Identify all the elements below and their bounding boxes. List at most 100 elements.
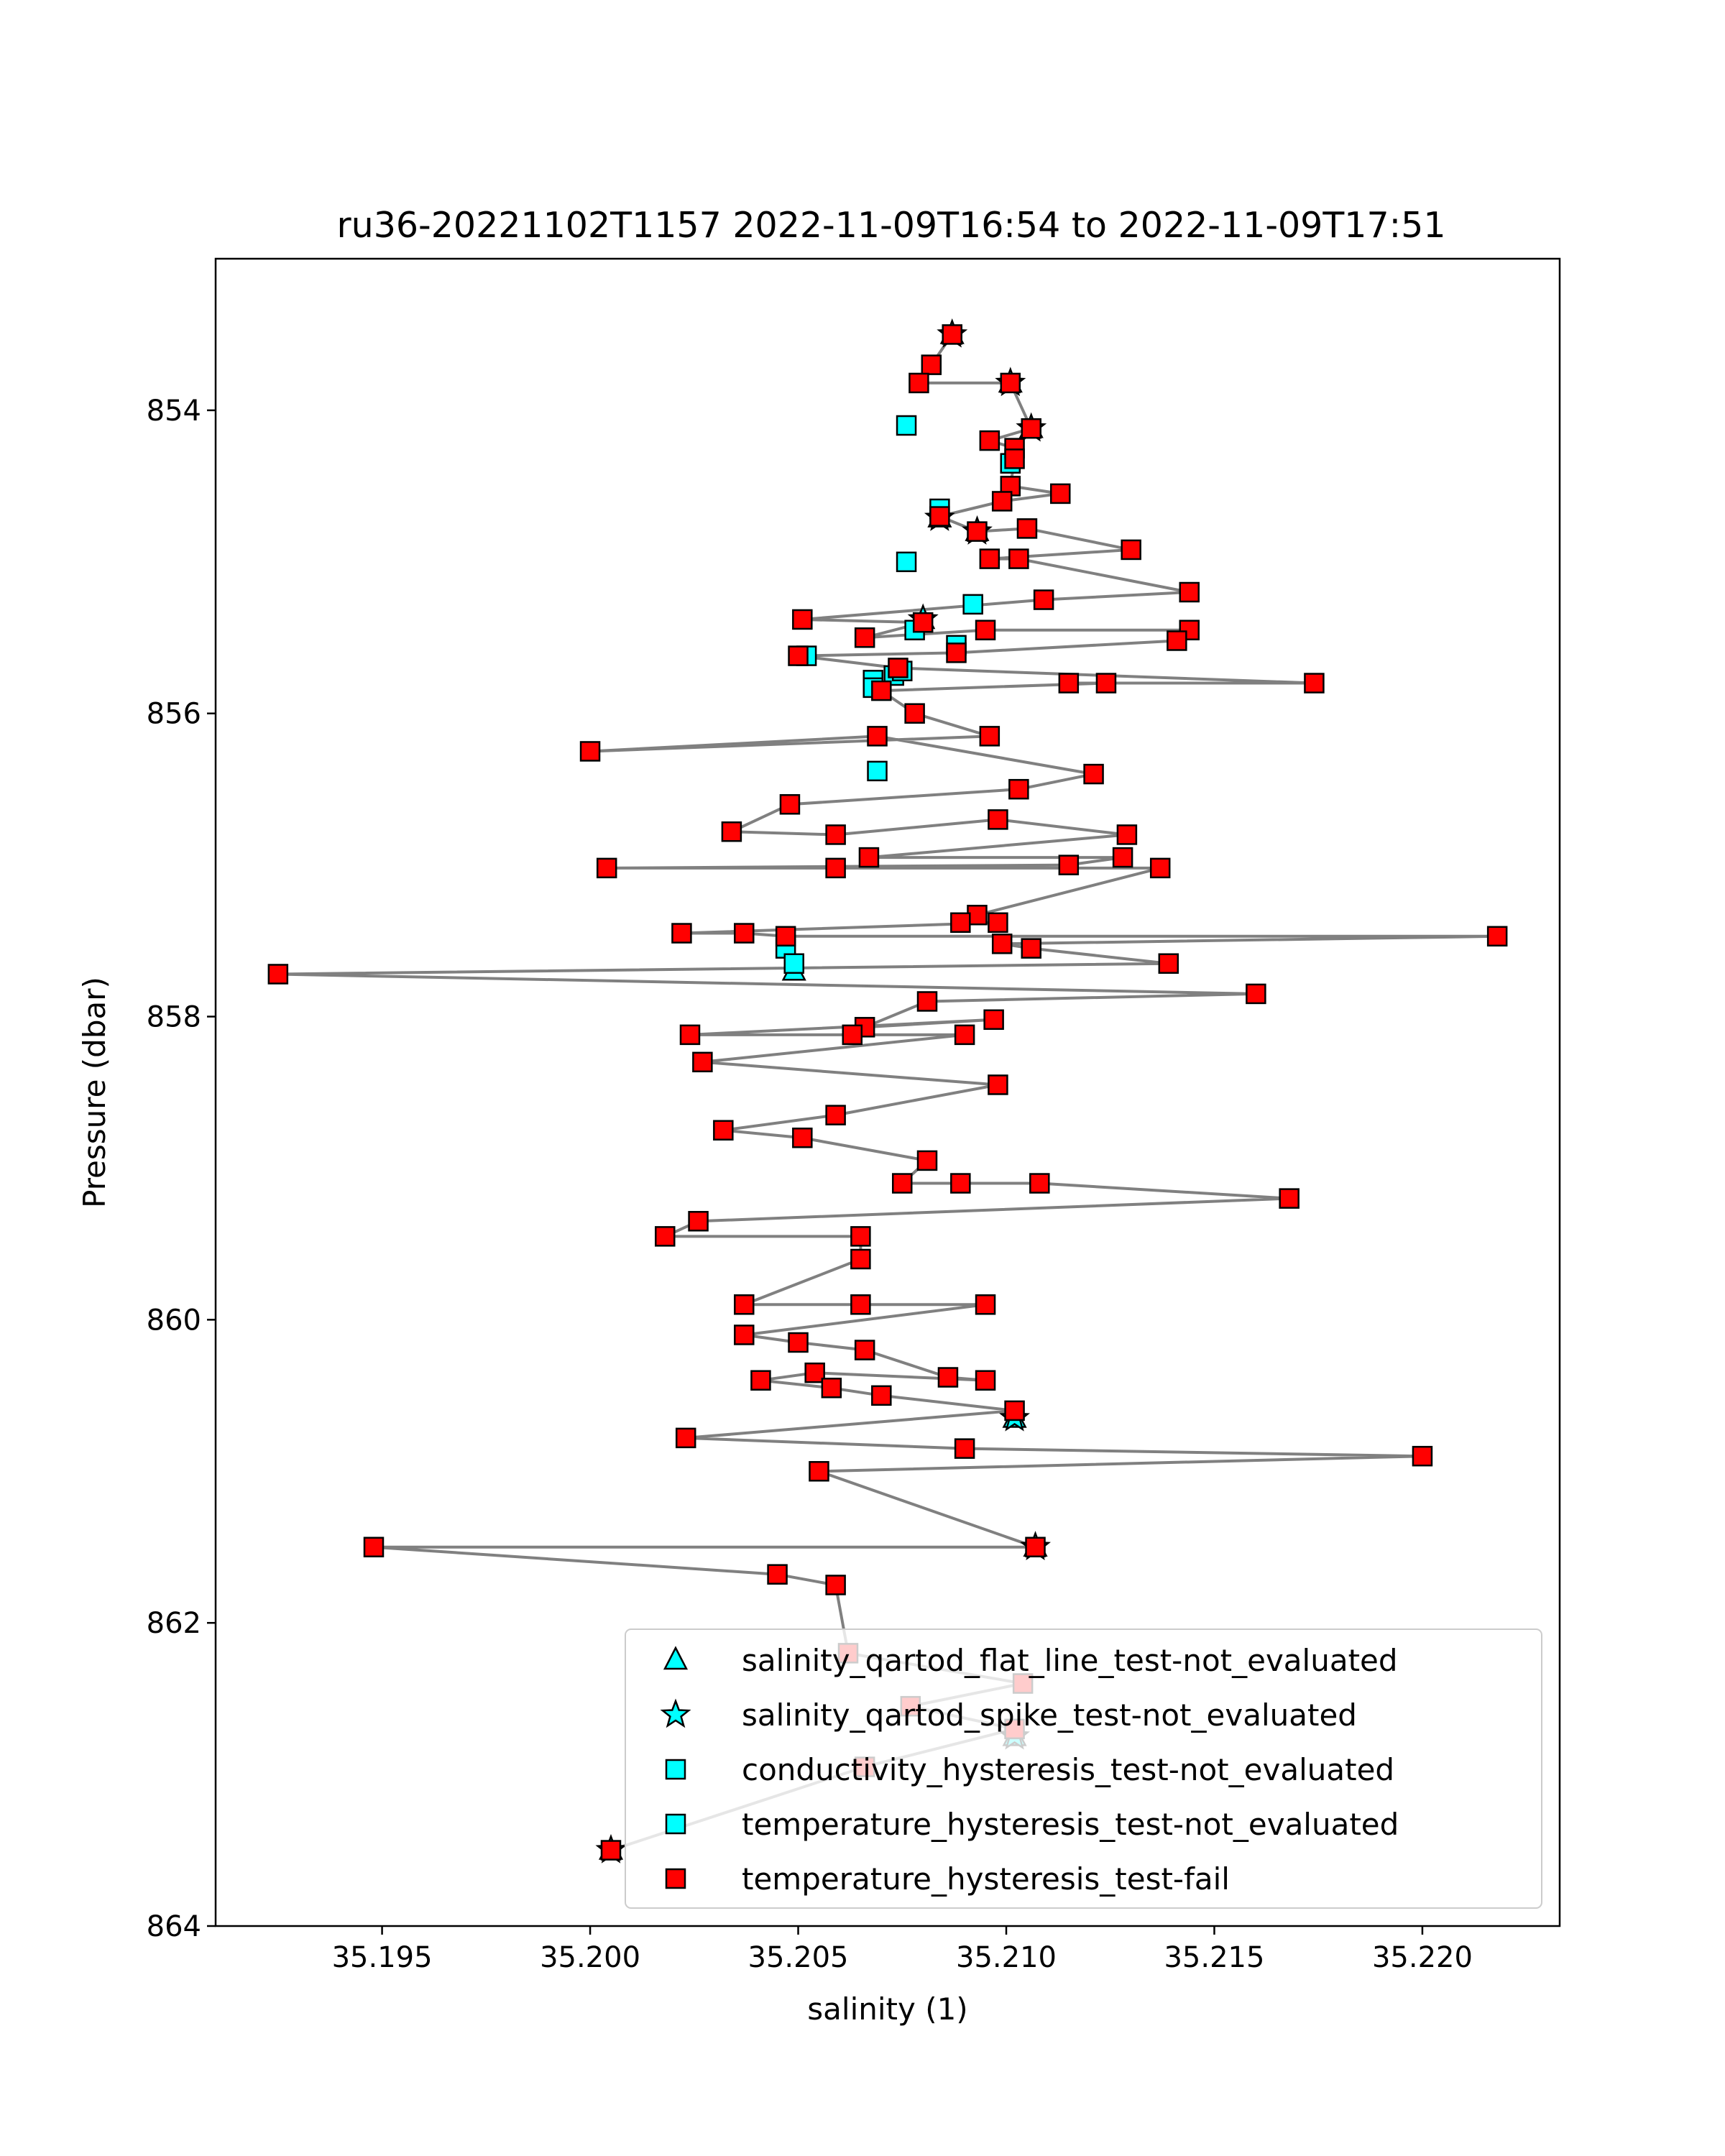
y-tick-label: 856: [147, 698, 201, 731]
data-point-s4-56: [991, 934, 1013, 954]
data-point-s4-95: [954, 1438, 975, 1459]
data-point-s4-92: [871, 1385, 892, 1406]
data-point-s2-3: [962, 594, 983, 615]
y-tick-label: 860: [147, 1304, 201, 1337]
legend-marker-0: [663, 1646, 689, 1670]
data-point-s4-34: [579, 741, 601, 762]
data-point-s4-45: [1058, 854, 1080, 875]
data-point-s4-99: [363, 1537, 385, 1557]
data-point-s4-49: [967, 904, 988, 926]
data-point-s4-76: [1279, 1188, 1300, 1209]
data-point-s4-14: [1121, 539, 1141, 561]
legend: salinity_qartod_flat_line_test-not_evalu…: [625, 1628, 1542, 1909]
data-point-s4-24: [1167, 630, 1187, 651]
data-point-s4-27: [888, 658, 908, 678]
data-point-s2-0: [896, 415, 917, 436]
y-tick-label: 862: [147, 1607, 201, 1640]
data-point-s4-0: [942, 324, 962, 345]
y-tick-label: 864: [147, 1910, 201, 1943]
data-point-s4-41: [988, 809, 1008, 830]
data-point-s4-86: [854, 1340, 875, 1360]
data-point-s4-81: [734, 1294, 755, 1315]
data-point-s4-93: [1004, 1400, 1025, 1422]
y-tick-label: 854: [147, 395, 201, 428]
y-axis-ticks: 854 856 858 860 862 864: [147, 395, 216, 1943]
x-tick-label: 35.195: [332, 1941, 433, 1974]
data-point-s4-68: [988, 1074, 1008, 1095]
legend-marker-3: [665, 1813, 686, 1835]
data-point-s4-61: [916, 991, 938, 1012]
data-point-s4-89: [804, 1362, 825, 1383]
data-point-s4-36: [1083, 763, 1104, 785]
data-point-s4-80: [850, 1248, 871, 1270]
data-point-s4-30: [1095, 673, 1117, 694]
legend-box: [625, 1628, 1542, 1909]
data-point-s4-18: [1033, 589, 1054, 610]
data-point-s4-67: [692, 1051, 713, 1073]
data-point-s4-75: [1029, 1173, 1050, 1194]
x-tick-label: 35.220: [1372, 1941, 1473, 1974]
data-point-s4-69: [825, 1105, 846, 1125]
data-point-s4-9: [1050, 483, 1071, 505]
data-point-s4-73: [892, 1173, 913, 1194]
legend-label-2: conductivity_hysteresis_test-not_evaluat…: [742, 1752, 1394, 1787]
data-point-s4-43: [858, 847, 880, 868]
data-point-s4-98: [1025, 1537, 1046, 1557]
data-point-s4-31: [871, 680, 892, 701]
data-point-s4-60: [1246, 983, 1266, 1005]
data-point-s4-78: [655, 1226, 676, 1247]
data-point-s4-17: [1179, 581, 1200, 603]
data-point-s4-65: [842, 1024, 863, 1046]
legend-label-1: salinity_qartod_spike_test-not_evaluated: [742, 1697, 1357, 1733]
data-point-s4-33: [979, 726, 1000, 747]
data-point-s4-44: [1112, 847, 1133, 868]
data-point-s4-25: [946, 642, 967, 663]
data-point-s4-48: [1149, 857, 1171, 879]
data-point-s4-20: [912, 612, 934, 633]
data-point-s4-79: [850, 1226, 871, 1247]
data-point-s4-11: [929, 506, 950, 527]
data-point-s4-84: [734, 1325, 755, 1345]
data-point-s4-22: [975, 619, 996, 640]
data-point-s2-2: [896, 551, 917, 573]
data-point-s4-38: [779, 794, 801, 815]
data-point-s4-57: [1021, 938, 1041, 959]
x-axis-label: salinity (1): [807, 1991, 967, 2027]
legend-label-3: temperature_hysteresis_test-not_evaluate…: [742, 1807, 1399, 1842]
y-tick-label: 858: [147, 1001, 201, 1034]
data-point-s4-26: [788, 645, 809, 666]
data-point-s4-28: [1304, 673, 1325, 694]
data-point-s4-4: [1021, 418, 1041, 439]
data-point-s4-97: [809, 1461, 829, 1482]
data-point-s4-16: [1008, 548, 1029, 569]
data-point-s4-35: [867, 726, 888, 747]
data-point-s4-94: [675, 1427, 696, 1449]
legend-label-4: temperature_hysteresis_test-fail: [742, 1861, 1230, 1897]
data-point-s4-96: [1412, 1445, 1433, 1467]
data-point-s4-72: [916, 1150, 938, 1171]
data-point-s4-52: [671, 923, 692, 944]
data-point-s4-12: [967, 521, 988, 542]
data-point-s4-107: [600, 1840, 622, 1861]
data-point-s4-7: [1004, 448, 1025, 469]
data-point-s4-90: [750, 1370, 771, 1391]
data-point-s4-101: [825, 1575, 846, 1595]
legend-marker-1: [660, 1698, 691, 1728]
data-point-s4-53: [734, 923, 755, 944]
data-point-s4-87: [937, 1367, 959, 1388]
data-point-s4-70: [713, 1120, 734, 1141]
data-point-s4-58: [1158, 953, 1179, 974]
x-tick-label: 35.205: [748, 1941, 849, 1974]
data-point-s4-1: [921, 354, 942, 375]
legend-label-0: salinity_qartod_flat_line_test-not_evalu…: [742, 1643, 1398, 1678]
x-tick-label: 35.215: [1164, 1941, 1264, 1974]
data-point-s4-5: [979, 430, 1000, 451]
data-point-s4-39: [721, 821, 742, 842]
data-point-s4-40: [825, 824, 846, 845]
data-point-s4-47: [825, 857, 846, 879]
data-point-s4-88: [975, 1370, 996, 1391]
data-point-s4-54: [775, 926, 796, 947]
data-point-s4-2: [908, 372, 929, 394]
data-point-s4-91: [821, 1378, 842, 1399]
